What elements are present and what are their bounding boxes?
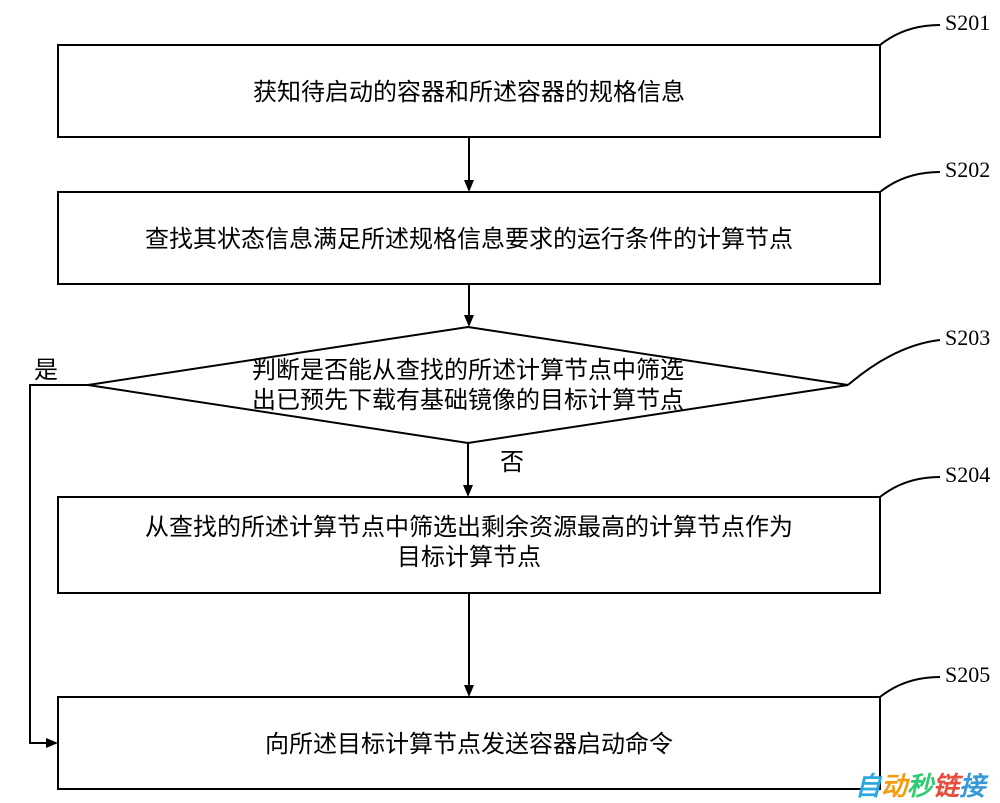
- callout-s201: S201: [880, 10, 990, 45]
- step-s202-text: 查找其状态信息满足所述规格信息要求的运行条件的计算节点: [145, 226, 793, 253]
- decision-s203-line2: 出已预先下载有基础镜像的目标计算节点: [252, 387, 684, 414]
- callout-s205: S205: [880, 662, 990, 697]
- callout-s202: S202: [880, 157, 990, 192]
- tag-s204: S204: [945, 462, 990, 487]
- step-s201-text: 获知待启动的容器和所述容器的规格信息: [253, 79, 685, 106]
- decision-s203-shape: [88, 327, 848, 443]
- tag-s202: S202: [945, 157, 990, 182]
- callout-s203: S203: [848, 325, 990, 385]
- decision-s203-line1: 判断是否能从查找的所述计算节点中筛选: [252, 357, 684, 384]
- step-s202: 查找其状态信息满足所述规格信息要求的运行条件的计算节点: [58, 192, 880, 284]
- tag-s203: S203: [945, 325, 990, 350]
- branch-no-label: 否: [500, 450, 524, 476]
- step-s204-line1: 从查找的所述计算节点中筛选出剩余资源最高的计算节点作为: [145, 514, 793, 541]
- step-s205: 向所述目标计算节点发送容器启动命令: [58, 697, 880, 789]
- svg-text:自动秒链接: 自动秒链接: [855, 771, 989, 801]
- step-s205-text: 向所述目标计算节点发送容器启动命令: [265, 731, 673, 758]
- callout-s204: S204: [880, 462, 990, 497]
- watermark: 自动秒链接: [855, 771, 989, 801]
- decision-s203: 判断是否能从查找的所述计算节点中筛选 出已预先下载有基础镜像的目标计算节点: [88, 327, 848, 443]
- step-s204-line2: 目标计算节点: [397, 544, 541, 571]
- step-s204: 从查找的所述计算节点中筛选出剩余资源最高的计算节点作为 目标计算节点: [58, 497, 880, 593]
- branch-yes-label: 是: [34, 358, 58, 384]
- tag-s205: S205: [945, 662, 990, 687]
- tag-s201: S201: [945, 10, 990, 35]
- step-s201: 获知待启动的容器和所述容器的规格信息: [58, 45, 880, 137]
